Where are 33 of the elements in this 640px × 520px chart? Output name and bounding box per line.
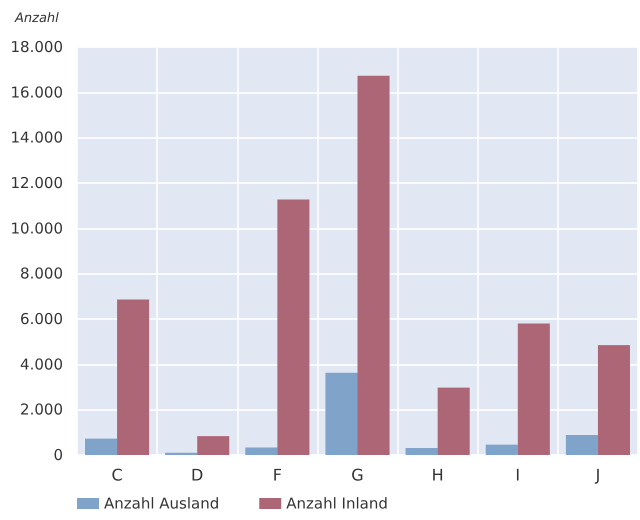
y-tick-label: 10.000 — [10, 219, 63, 238]
bar — [277, 200, 310, 455]
x-tick-label: G — [351, 466, 364, 484]
bar — [566, 435, 598, 455]
bar — [197, 436, 230, 455]
y-tick-label: 18.000 — [10, 38, 63, 56]
bar — [486, 444, 518, 455]
x-tick-label: J — [594, 466, 600, 484]
bar — [245, 448, 278, 455]
bar — [358, 76, 390, 455]
y-tick-label: 8.000 — [20, 264, 63, 283]
bar — [325, 372, 358, 455]
y-tick-label: 0 — [53, 446, 63, 464]
bar — [85, 438, 118, 455]
bar — [518, 324, 550, 455]
bar — [406, 448, 438, 455]
x-tick-label: H — [432, 466, 444, 484]
x-tick-label: D — [191, 466, 204, 484]
legend-label: Anzahl Ausland — [104, 494, 220, 512]
y-tick-label: 4.000 — [20, 355, 63, 374]
legend-label: Anzahl Inland — [286, 494, 388, 512]
x-tick-label: F — [272, 466, 282, 484]
bar — [598, 345, 630, 455]
y-axis-title: Anzahl — [14, 11, 60, 26]
y-tick-label: 16.000 — [10, 83, 63, 102]
x-tick-label: C — [111, 466, 123, 484]
x-tick-label: I — [515, 466, 520, 484]
y-tick-label: 2.000 — [20, 400, 63, 419]
bar — [438, 388, 470, 455]
y-tick-label: 12.000 — [10, 174, 63, 192]
y-tick-label: 14.000 — [10, 128, 63, 147]
bar — [117, 300, 150, 455]
y-tick-label: 6.000 — [20, 310, 63, 328]
